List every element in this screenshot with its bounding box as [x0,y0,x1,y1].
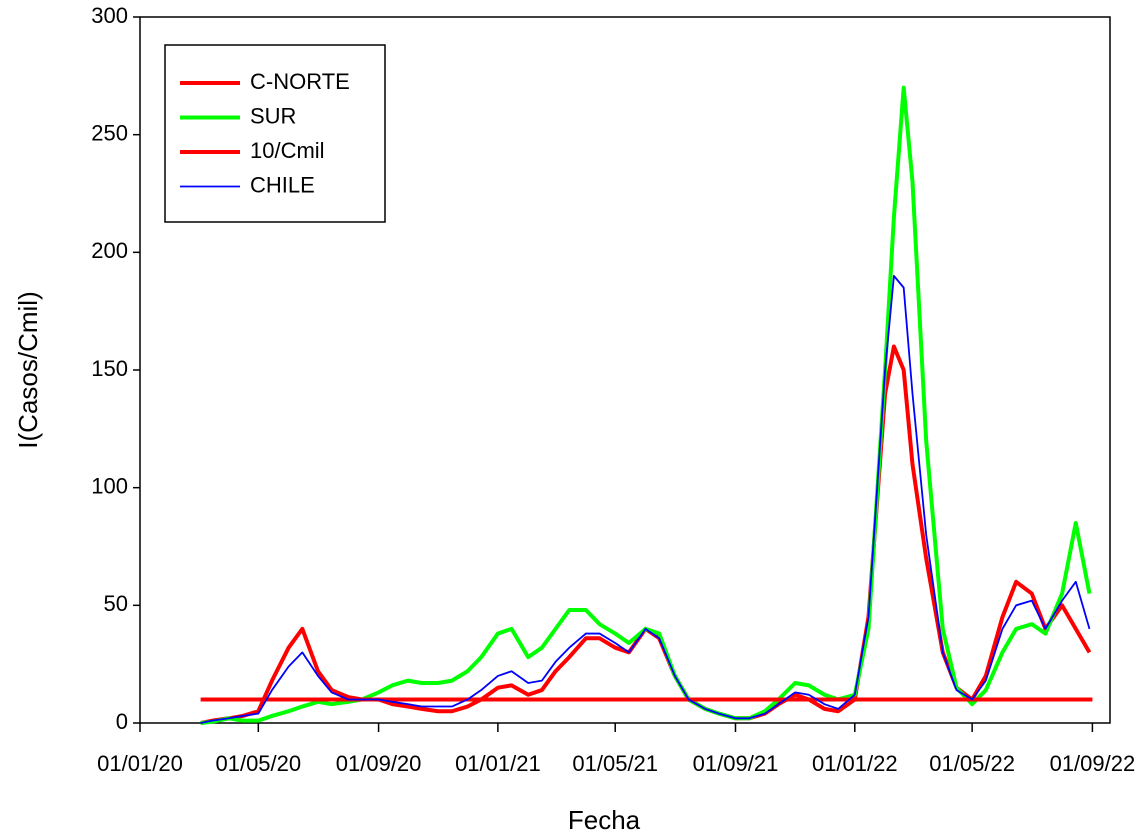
x-tick-label: 01/05/20 [215,751,301,776]
legend-label: SUR [250,103,296,128]
y-tick-label: 200 [91,238,128,263]
x-tick-label: 01/01/22 [812,751,898,776]
legend-label: CHILE [250,172,315,197]
x-tick-label: 01/01/20 [97,751,183,776]
x-tick-label: 01/09/22 [1050,751,1136,776]
y-axis-title: I(Casos/Cmil) [13,291,43,448]
legend-label: 10/Cmil [250,138,325,163]
y-tick-label: 0 [116,709,128,734]
x-tick-label: 01/05/21 [572,751,658,776]
x-tick-label: 01/05/22 [929,751,1015,776]
x-tick-label: 01/09/20 [336,751,422,776]
y-tick-label: 300 [91,3,128,28]
legend-box [164,44,386,223]
x-axis-title: Fecha [568,805,641,835]
series-line [200,274,1091,724]
y-tick-label: 250 [91,120,128,145]
y-tick-label: 150 [91,356,128,381]
y-tick-label: 50 [104,591,128,616]
y-tick-label: 100 [91,473,128,498]
series-line [200,344,1092,725]
x-tick-label: 01/09/21 [693,751,779,776]
x-tick-label: 01/01/21 [455,751,541,776]
legend-label: C-NORTE [250,69,350,94]
